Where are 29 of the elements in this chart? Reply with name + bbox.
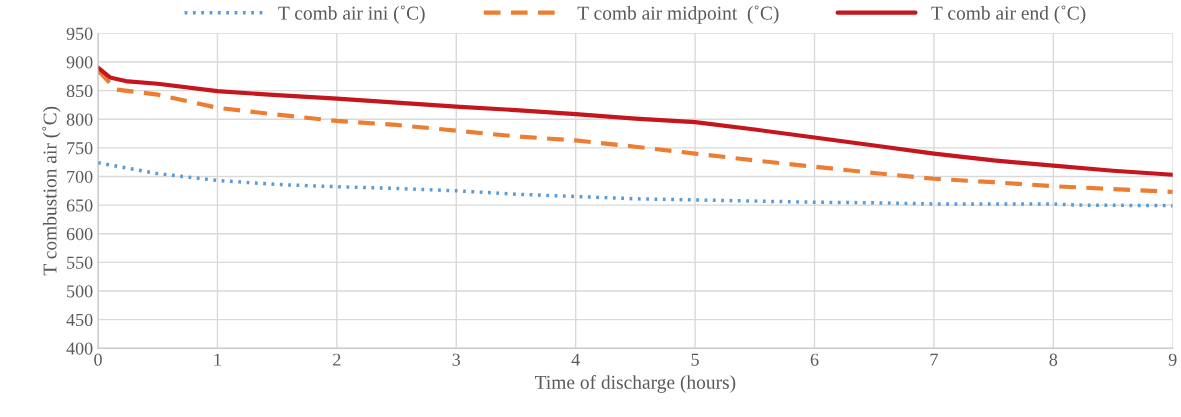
x-tick-label: 9 [1168,353,1177,366]
y-tick-label: 650 [66,199,93,212]
y-tick-label: 950 [66,27,93,40]
x-tick-label: 7 [930,353,938,366]
x-axis-title: Time of discharge (hours) [535,374,736,393]
x-tick-label: 6 [810,353,819,366]
y-tick-label: 450 [66,313,93,327]
y-tick-label: 550 [67,256,93,269]
y-tick-label: 600 [66,227,93,241]
y-tick-label: 400 [66,342,93,355]
legend-label: T comb air end (˚C) [931,5,1086,24]
x-tick-label: 2 [333,353,341,366]
legend-label: T comb air ini (˚C) [278,5,425,24]
x-tick-label: 4 [571,353,580,366]
y-tick-label: 850 [66,84,93,98]
y-tick-label: 900 [66,56,93,69]
x-tick-label: 1 [214,353,221,366]
y-tick-label: 700 [67,170,93,183]
x-tick-label: 3 [452,353,461,366]
line-series [98,65,1173,177]
legend-label: T comb air midpoint (˚C) [577,5,779,24]
x-tick-label: 0 [94,353,102,366]
y-tick-label: 500 [67,285,93,298]
y-axis-title: T combustion air (˚C) [42,106,61,276]
x-tick-label: 8 [1049,353,1058,366]
x-tick-label: 5 [691,353,699,366]
y-tick-label: 750 [67,142,93,155]
line-series [98,160,1173,208]
y-tick-label: 800 [66,113,93,126]
